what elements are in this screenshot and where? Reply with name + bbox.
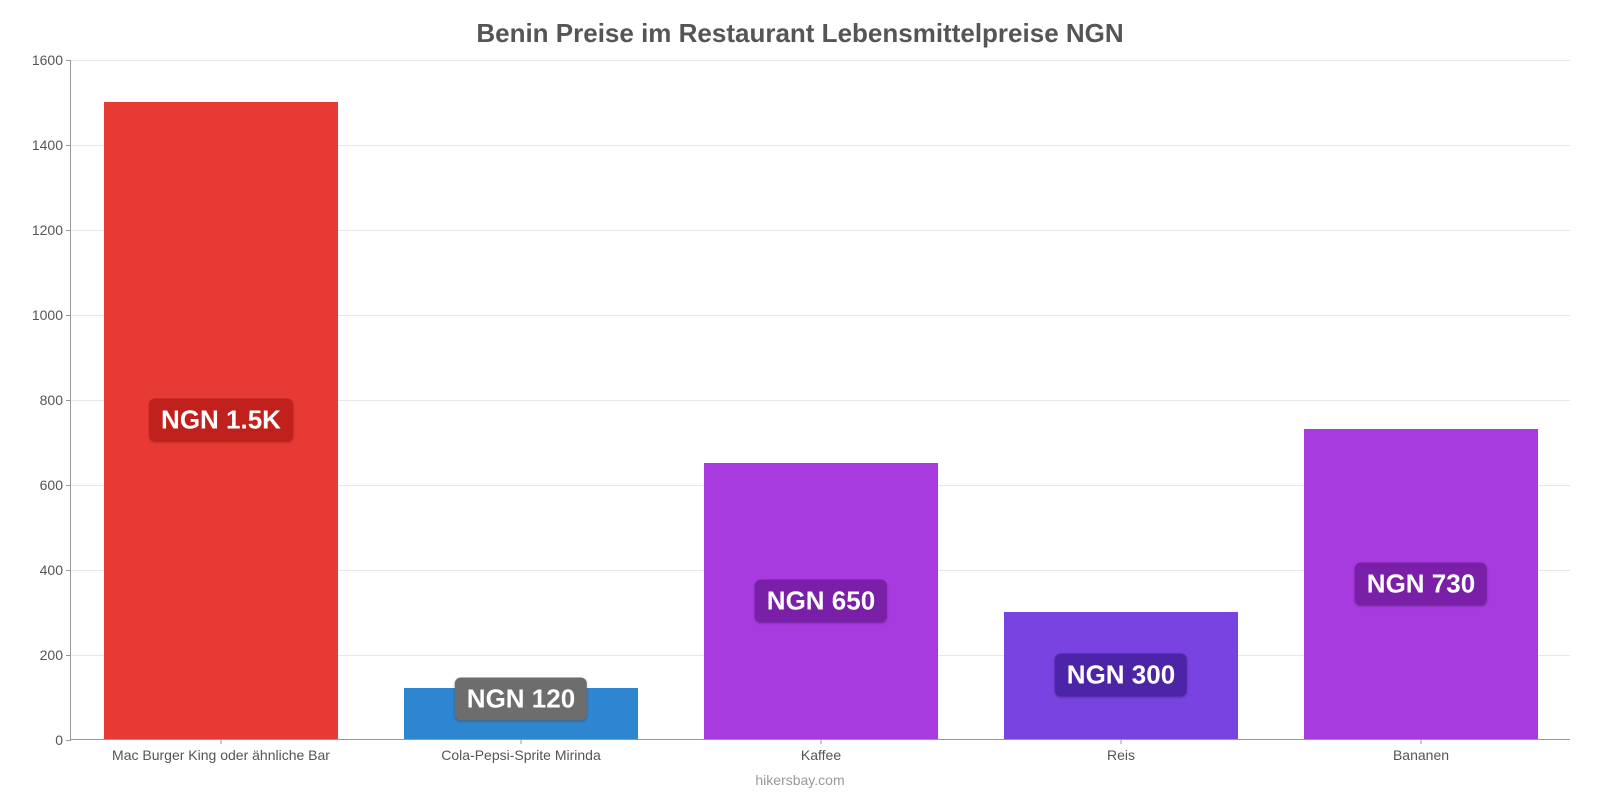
x-tick-mark [221, 739, 222, 744]
y-tick-mark [66, 400, 71, 401]
y-tick-label: 600 [40, 477, 63, 493]
plot-area: 02004006008001000120014001600Mac Burger … [70, 60, 1570, 740]
x-tick-label: Cola-Pepsi-Sprite Mirinda [441, 747, 601, 763]
chart-title: Benin Preise im Restaurant Lebensmittelp… [0, 18, 1600, 49]
x-tick-mark [1421, 739, 1422, 744]
value-badge: NGN 120 [455, 678, 587, 721]
gridline [71, 60, 1570, 61]
value-badge: NGN 1.5K [149, 399, 293, 442]
y-tick-mark [66, 230, 71, 231]
chart-container: Benin Preise im Restaurant Lebensmittelp… [0, 0, 1600, 800]
value-badge: NGN 650 [755, 579, 887, 622]
x-tick-mark [521, 739, 522, 744]
footer-credit: hikersbay.com [0, 772, 1600, 788]
y-tick-mark [66, 655, 71, 656]
y-tick-mark [66, 570, 71, 571]
y-tick-mark [66, 740, 71, 741]
y-tick-mark [66, 485, 71, 486]
y-tick-label: 0 [55, 732, 63, 748]
y-tick-mark [66, 315, 71, 316]
y-tick-label: 200 [40, 647, 63, 663]
y-tick-label: 1000 [32, 307, 63, 323]
x-tick-label: Reis [1107, 747, 1135, 763]
y-tick-mark [66, 60, 71, 61]
x-tick-label: Kaffee [801, 747, 841, 763]
x-tick-mark [1121, 739, 1122, 744]
x-tick-label: Bananen [1393, 747, 1449, 763]
x-tick-mark [821, 739, 822, 744]
x-tick-label: Mac Burger King oder ähnliche Bar [112, 747, 330, 763]
value-badge: NGN 730 [1355, 562, 1487, 605]
y-tick-label: 1400 [32, 137, 63, 153]
y-tick-label: 400 [40, 562, 63, 578]
y-tick-label: 800 [40, 392, 63, 408]
y-tick-label: 1600 [32, 52, 63, 68]
value-badge: NGN 300 [1055, 654, 1187, 697]
y-tick-label: 1200 [32, 222, 63, 238]
y-tick-mark [66, 145, 71, 146]
